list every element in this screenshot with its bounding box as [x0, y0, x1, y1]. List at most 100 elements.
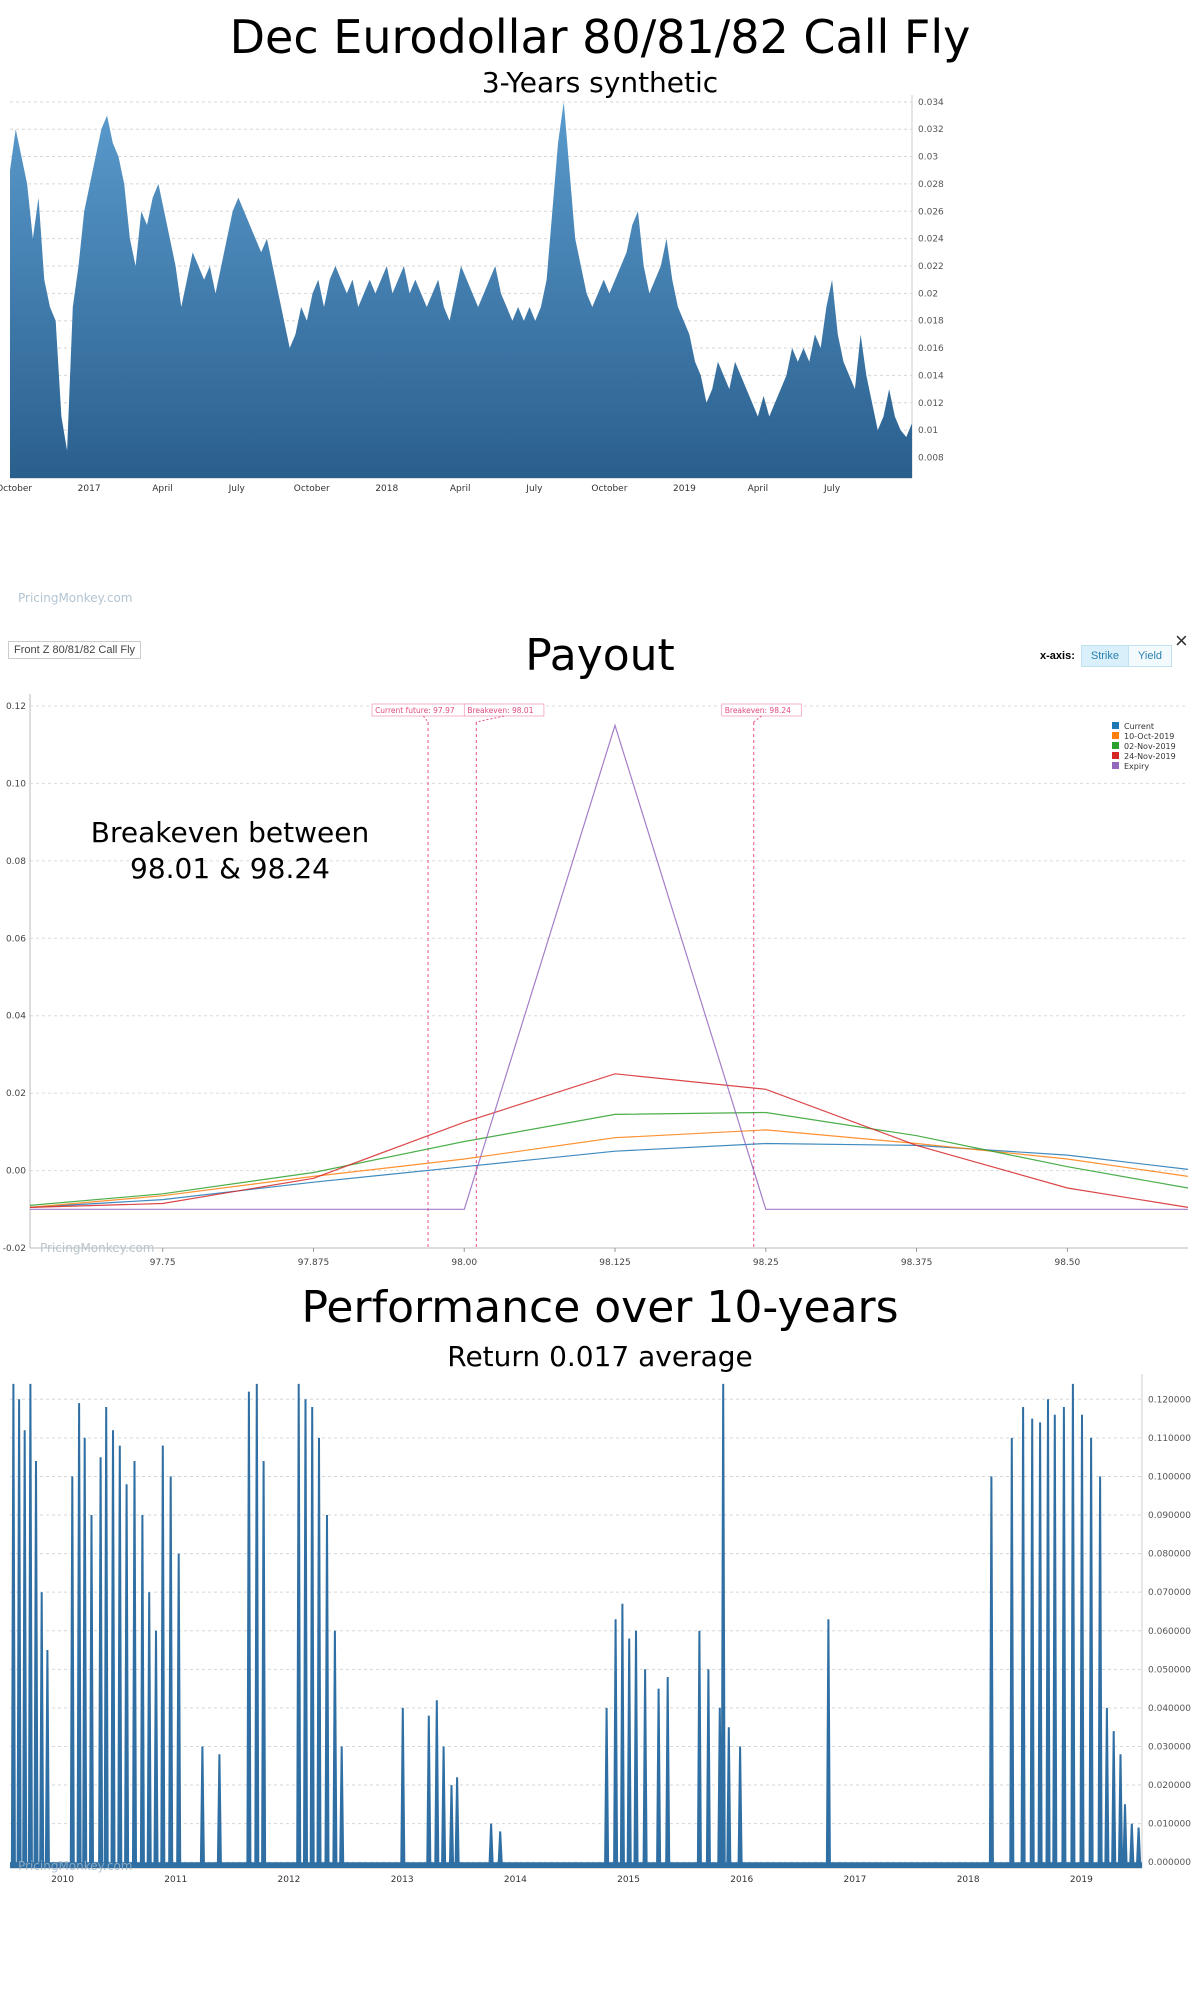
payout-chart-tag[interactable]: Front Z 80/81/82 Call Fly — [8, 641, 142, 659]
legend-swatch — [1112, 752, 1119, 759]
performance-chart-title: Performance over 10-years — [301, 1282, 899, 1333]
top-y-tick-label: 0.008 — [918, 453, 944, 463]
payout-y-tick-label: 0.10 — [6, 779, 26, 789]
marker-connector — [753, 715, 762, 723]
breakeven-annotation-line2: 98.01 & 98.24 — [130, 852, 330, 885]
top-y-tick-label: 0.024 — [918, 235, 944, 245]
payout-x-tick-label: 98.125 — [599, 1258, 631, 1268]
top-y-tick-label: 0.034 — [918, 98, 944, 108]
top-x-tick-label: October — [0, 484, 32, 494]
payout-y-tick-label: 0.08 — [6, 857, 26, 867]
top-y-tick-label: 0.01 — [918, 426, 938, 436]
top-y-tick-label: 0.022 — [918, 262, 944, 272]
top-y-tick-label: 0.016 — [918, 344, 944, 354]
marker-connector — [422, 715, 429, 723]
top-x-tick-label: July — [228, 484, 246, 494]
legend-label: 02-Nov-2019 — [1124, 742, 1176, 751]
perf-y-tick-label: 0.020000 — [1148, 1781, 1191, 1791]
top-x-tick-label: April — [748, 484, 769, 494]
top-y-tick-label: 0.012 — [918, 399, 944, 409]
payout-chart-plot: Current future: 97.97 Breakeven: 98.01 Bre… — [3, 694, 1189, 1268]
top-y-tick-label: 0.014 — [918, 371, 944, 381]
marker-label: Breakeven: 98.24 — [725, 706, 791, 715]
top-y-tick-label: 0.028 — [918, 180, 944, 190]
top-chart-watermark: PricingMonkey.com — [18, 591, 133, 605]
marker-label: Breakeven: 98.01 — [467, 706, 533, 715]
perf-x-tick-label: 2011 — [164, 1875, 187, 1885]
legend-swatch — [1112, 762, 1119, 769]
top-y-tick-label: 0.018 — [918, 317, 944, 327]
payout-y-tick-label: 0.00 — [6, 1167, 26, 1177]
payout-series-line — [30, 723, 1188, 1210]
xaxis-toggle-label: x-axis: — [1040, 650, 1075, 662]
perf-x-tick-label: 2014 — [504, 1875, 527, 1885]
legend-swatch — [1112, 732, 1119, 739]
close-icon[interactable]: × — [1175, 628, 1188, 653]
top-x-tick-label: April — [152, 484, 173, 494]
perf-y-tick-label: 0.000000 — [1148, 1858, 1191, 1868]
top-y-tick-label: 0.02 — [918, 289, 938, 299]
top-x-tick-label: April — [450, 484, 471, 494]
strike-button[interactable]: Strike — [1080, 645, 1129, 667]
payout-y-tick-label: 0.06 — [6, 934, 26, 944]
perf-x-tick-label: 2012 — [278, 1875, 301, 1885]
performance-chart-subtitle: Return 0.017 average — [447, 1340, 753, 1373]
top-chart-title: Dec Eurodollar 80/81/82 Call Fly — [229, 10, 971, 64]
payout-x-tick-label: 98.50 — [1054, 1258, 1080, 1268]
perf-y-tick-label: 0.100000 — [1148, 1472, 1191, 1482]
top-y-tick-label: 0.026 — [918, 207, 944, 217]
top-x-tick-label: July — [525, 484, 543, 494]
payout-series-line — [29, 1073, 1189, 1208]
top-chart-plot: October 2017 April July October 2018 April July… — [0, 95, 944, 605]
perf-x-tick-label: 2019 — [1070, 1875, 1093, 1885]
perf-y-tick-label: 0.040000 — [1148, 1704, 1191, 1714]
top-y-tick-label: 0.03 — [918, 153, 938, 163]
perf-y-tick-label: 0.110000 — [1148, 1434, 1191, 1444]
top-x-tick-label: October — [591, 484, 627, 494]
perf-y-tick-label: 0.080000 — [1148, 1550, 1191, 1560]
perf-y-tick-label: 0.120000 — [1148, 1395, 1191, 1405]
perf-y-tick-label: 0.050000 — [1148, 1665, 1191, 1675]
payout-y-tick-label: 0.12 — [6, 702, 26, 712]
top-x-tick-label: 2017 — [78, 484, 101, 494]
payout-x-tick-label: 97.875 — [298, 1258, 330, 1268]
payout-series-line — [29, 1111, 1189, 1206]
performance-chart-plot: 2010 2011 2012 2013 2014 2015 2016 2017 2018 2019… — [10, 1374, 1191, 1885]
legend-swatch — [1112, 722, 1119, 729]
payout-x-tick-label: 98.25 — [753, 1258, 779, 1268]
top-y-tick-label: 0.032 — [918, 125, 944, 135]
payout-y-tick-label: 0.02 — [6, 1089, 26, 1099]
perf-y-tick-label: 0.090000 — [1148, 1511, 1191, 1521]
perf-y-tick-label: 0.010000 — [1148, 1820, 1191, 1830]
performance-chart-area — [10, 1383, 1142, 1868]
perf-x-tick-label: 2013 — [391, 1875, 414, 1885]
breakeven-annotation: Breakeven between 98.01 & 98.24 — [60, 815, 400, 887]
perf-x-tick-label: 2018 — [957, 1875, 980, 1885]
legend-label: Current — [1124, 722, 1154, 731]
legend-swatch — [1112, 742, 1119, 749]
perf-x-tick-label: 2017 — [844, 1875, 867, 1885]
top-chart-area — [10, 101, 912, 478]
legend-label: 24-Nov-2019 — [1124, 752, 1176, 761]
perf-x-tick-label: 2010 — [51, 1875, 74, 1885]
perf-y-tick-label: 0.070000 — [1148, 1588, 1191, 1598]
payout-series-line — [29, 1129, 1189, 1208]
marker-connector — [476, 715, 505, 723]
perf-y-tick-label: 0.060000 — [1148, 1627, 1191, 1637]
payout-x-tick-label: 97.75 — [150, 1258, 176, 1268]
perf-y-tick-label: 0.030000 — [1148, 1742, 1191, 1752]
perf-x-tick-label: 2016 — [730, 1875, 753, 1885]
payout-y-tick-label: 0.04 — [6, 1012, 26, 1022]
xaxis-toggle: x-axis: Strike Yield — [1040, 645, 1173, 667]
payout-series-line — [29, 1142, 1189, 1208]
marker-label: Current future: 97.97 — [375, 706, 455, 715]
payout-y-tick-label: -0.02 — [3, 1244, 26, 1254]
legend-label: 10-Oct-2019 — [1124, 732, 1174, 741]
breakeven-annotation-line1: Breakeven between — [90, 816, 370, 849]
top-chart-subtitle: 3-Years synthetic — [481, 66, 719, 99]
top-x-tick-label: 2018 — [375, 484, 398, 494]
yield-button[interactable]: Yield — [1128, 645, 1173, 667]
legend-label: Expiry — [1124, 762, 1149, 771]
top-x-tick-label: October — [294, 484, 330, 494]
perf-x-tick-label: 2015 — [617, 1875, 640, 1885]
